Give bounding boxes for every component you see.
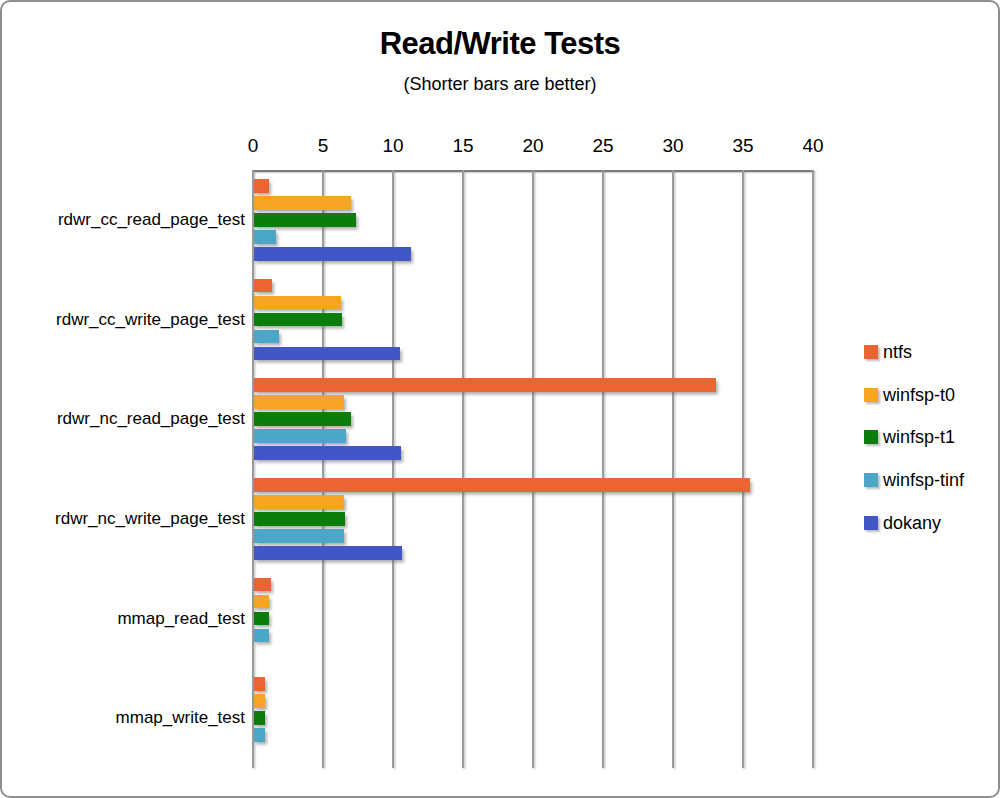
bar-winfsp-t1 bbox=[254, 612, 269, 626]
bar-winfsp-tinf bbox=[254, 230, 276, 244]
legend-swatch-winfsp-tinf bbox=[864, 473, 878, 487]
bar-dokany bbox=[254, 347, 400, 361]
x-tick-label: 0 bbox=[223, 133, 283, 159]
x-tick-label: 15 bbox=[433, 133, 493, 159]
x-tick-label: 20 bbox=[503, 133, 563, 159]
chart-title: Read/Write Tests bbox=[2, 26, 998, 62]
legend-label: winfsp-t0 bbox=[883, 386, 955, 404]
gridline bbox=[602, 170, 604, 768]
chart-subtitle: (Shorter bars are better) bbox=[2, 74, 998, 95]
x-tick-label: 25 bbox=[573, 133, 633, 159]
legend-label: winfsp-tinf bbox=[883, 471, 964, 489]
bar-winfsp-tinf bbox=[254, 330, 279, 344]
bar-winfsp-t0 bbox=[254, 296, 341, 310]
x-tick-label: 40 bbox=[783, 133, 843, 159]
legend-swatch-dokany bbox=[864, 516, 878, 530]
bar-winfsp-t1 bbox=[254, 313, 342, 327]
x-tick-label: 5 bbox=[293, 133, 353, 159]
gridline bbox=[672, 170, 674, 768]
bar-winfsp-tinf bbox=[254, 629, 269, 643]
legend-swatch-ntfs bbox=[864, 345, 878, 359]
bar-dokany bbox=[254, 247, 411, 261]
legend-swatch-winfsp-t1 bbox=[864, 430, 878, 444]
bar-ntfs bbox=[254, 677, 265, 691]
bar-dokany bbox=[254, 446, 401, 460]
gridline bbox=[742, 170, 744, 768]
category-label: rdwr_nc_write_page_test bbox=[2, 508, 245, 530]
legend-label: winfsp-t1 bbox=[883, 428, 955, 446]
bar-winfsp-t0 bbox=[254, 495, 344, 509]
gridline bbox=[462, 170, 464, 768]
x-tick-label: 30 bbox=[643, 133, 703, 159]
bar-ntfs bbox=[254, 179, 269, 193]
bar-ntfs bbox=[254, 478, 750, 492]
chart-frame: Read/Write Tests (Shorter bars are bette… bbox=[0, 0, 1000, 798]
x-tick-label: 35 bbox=[713, 133, 773, 159]
bar-winfsp-t0 bbox=[254, 595, 269, 609]
bar-winfsp-t1 bbox=[254, 213, 356, 227]
bar-ntfs bbox=[254, 279, 272, 293]
bar-ntfs bbox=[254, 378, 716, 392]
legend-swatch-winfsp-t0 bbox=[864, 388, 878, 402]
bar-winfsp-t1 bbox=[254, 512, 345, 526]
category-label: rdwr_cc_write_page_test bbox=[2, 309, 245, 331]
category-label: mmap_read_test bbox=[2, 608, 245, 630]
category-label: rdwr_cc_read_page_test bbox=[2, 209, 245, 231]
bar-winfsp-t1 bbox=[254, 412, 351, 426]
bar-winfsp-t1 bbox=[254, 711, 265, 725]
category-label: rdwr_nc_read_page_test bbox=[2, 408, 245, 430]
category-label: mmap_write_test bbox=[2, 707, 245, 729]
bar-winfsp-tinf bbox=[254, 728, 265, 742]
x-tick-label: 10 bbox=[363, 133, 423, 159]
bar-ntfs bbox=[254, 578, 271, 592]
legend-label: ntfs bbox=[883, 343, 912, 361]
bar-winfsp-t0 bbox=[254, 196, 351, 210]
gridline bbox=[532, 170, 534, 768]
bar-winfsp-tinf bbox=[254, 529, 344, 543]
bar-winfsp-t0 bbox=[254, 694, 265, 708]
bar-dokany bbox=[254, 546, 402, 560]
gridline bbox=[812, 170, 814, 768]
legend-label: dokany bbox=[883, 514, 941, 532]
bar-winfsp-t0 bbox=[254, 395, 344, 409]
bar-winfsp-tinf bbox=[254, 429, 346, 443]
